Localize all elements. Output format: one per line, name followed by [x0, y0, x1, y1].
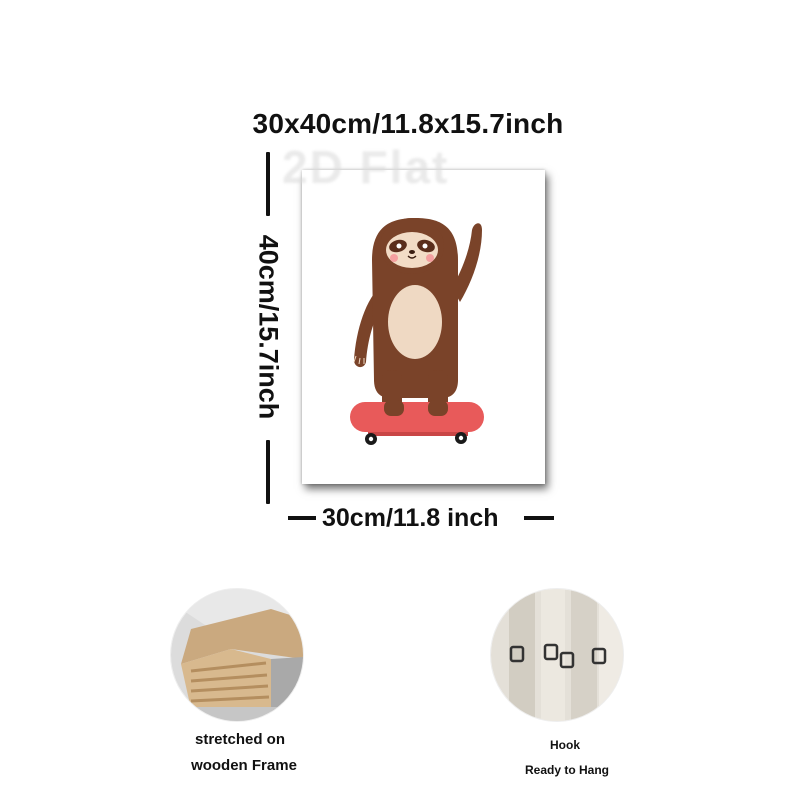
eye-right [422, 243, 428, 249]
wheel-hub-left [368, 436, 374, 442]
height-line-top [266, 152, 270, 216]
size-title: 30x40cm/11.8x15.7inch [252, 108, 564, 139]
watermark-text: 2D Flat [282, 141, 450, 193]
claws-left [353, 355, 365, 365]
wheel-hub-right [458, 435, 464, 441]
hook-caption-line2: Ready to Hang [524, 763, 609, 777]
width-label: 30cm/11.8 inch [322, 504, 499, 532]
height-label: 40cm/15.7inch [253, 234, 284, 420]
sloth-right-arm [452, 223, 482, 302]
skateboard-truck [368, 432, 468, 436]
sloth-right-foot [428, 400, 448, 416]
sloth-left-foot [384, 400, 404, 416]
width-line-left [288, 516, 316, 520]
cheek-right [426, 254, 434, 262]
skateboard-deck [350, 402, 484, 432]
frame-caption-line2: wooden Frame [191, 757, 297, 774]
wooden-frame-icon [171, 589, 303, 721]
frame-caption-line1: stretched on [194, 731, 285, 748]
height-line-bottom [266, 440, 270, 504]
hook-caption-line1: Hook [550, 738, 580, 752]
sloth-skateboard-illustration [350, 218, 484, 445]
hook-icon [491, 589, 623, 721]
cheek-left [390, 254, 398, 262]
hook-photo [490, 588, 624, 722]
canvas-print [302, 170, 545, 484]
width-line-right [524, 516, 554, 520]
eye-left [396, 243, 402, 249]
mouth [407, 255, 417, 259]
nose [409, 250, 415, 254]
wooden-frame-photo [170, 588, 304, 722]
sloth-belly [388, 285, 442, 359]
